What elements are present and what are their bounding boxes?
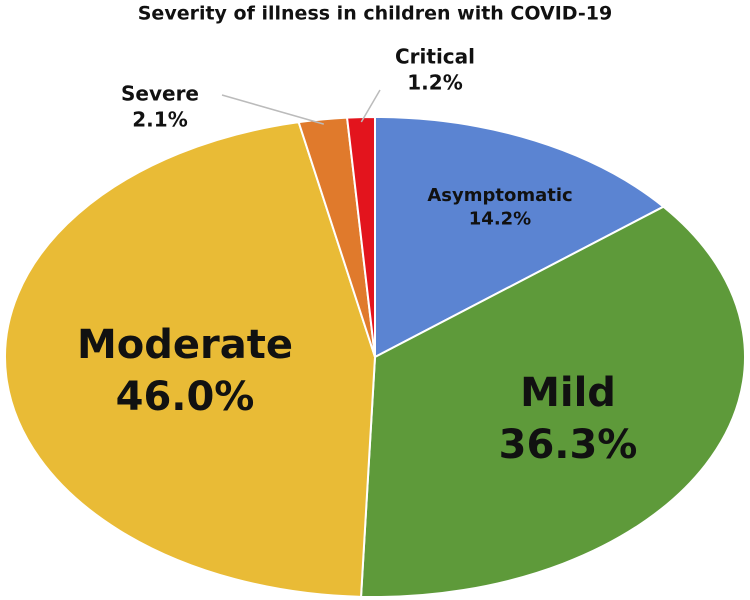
pie-slice: [359, 205, 746, 598]
slice-label: Asymptomatic: [427, 185, 572, 206]
chart-title: Severity of illness in children with COV…: [138, 3, 613, 25]
pie-slice: [345, 115, 376, 358]
slice-value-label: 1.2%: [407, 71, 462, 95]
pie-slice: [4, 121, 377, 598]
slice-label: Mild: [520, 370, 616, 416]
slice-value-label: 2.1%: [132, 108, 187, 132]
slice-value-label: 46.0%: [116, 374, 255, 420]
slice-value-label: 14.2%: [469, 208, 531, 229]
leader-line: [221, 94, 325, 125]
slice-label: Moderate: [77, 322, 293, 368]
slice-label: Severe: [121, 82, 199, 106]
leader-line: [360, 89, 381, 123]
pie-slice: [374, 115, 666, 359]
slice-value-label: 36.3%: [499, 422, 638, 468]
slice-label: Critical: [395, 45, 475, 69]
